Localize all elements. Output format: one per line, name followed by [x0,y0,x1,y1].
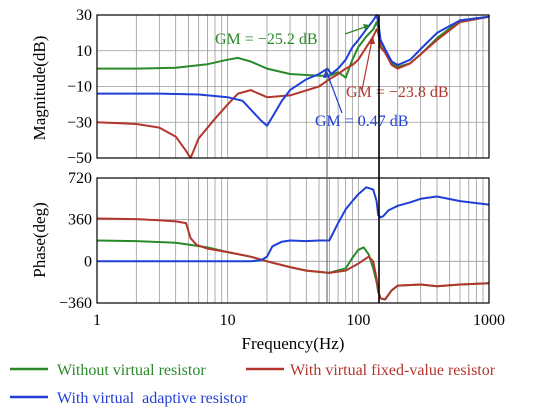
annotation-gm-blue: GM = 0.47 dB [315,113,408,130]
legend-item-fixed: With virtual fixed-value resistor [246,362,496,379]
legend-label-adaptive: With virtual adaptive resistor [57,390,248,407]
x-tick-label: 100 [346,312,370,329]
series-line-2 [97,14,490,127]
phase-frame [96,177,490,304]
legend-item-adaptive: With virtual adaptive resistor [10,390,248,407]
magnitude-series [96,14,490,159]
annotation-gm-green: GM = −25.2 dB [215,31,318,48]
magnitude-ylabel: Magnitude(dB) [30,36,49,141]
marker-lines [326,15,380,303]
frequency-xlabel: Frequency(Hz) [242,334,345,353]
x-tick-label: 1 [93,312,101,329]
y-tick-label: 720 [68,170,92,187]
phase-ylabel: Phase(deg) [30,202,49,278]
phase-panel: 720 360 0 −360 1 10 100 1000 Phase(deg) Freque… [30,170,505,353]
legend: Without virtual resistor With virtual fi… [10,362,496,407]
magnitude-panel: 30 10 −10 −30 −50 Magnitude(dB) GM = −25.2 d… [30,7,490,167]
y-tick-label: −30 [67,114,92,131]
y-tick-label: 0 [84,253,92,270]
y-tick-label: 10 [76,43,92,60]
legend-label-fixed: With virtual fixed-value resistor [290,362,496,379]
magnitude-frame [96,14,490,159]
y-tick-label: −360 [59,295,92,312]
y-tick-label: −10 [67,79,92,96]
legend-label-without: Without virtual resistor [57,362,206,379]
series-line-2 [97,186,490,263]
phase-y-ticks: 720 360 0 −360 [59,170,92,312]
series-line-1 [96,15,490,159]
annotation-gm-red: GM = −23.8 dB [346,84,449,101]
x-tick-label: 1000 [473,312,505,329]
phase-series [96,186,490,301]
series-line-0 [96,239,490,301]
y-tick-label: 360 [68,212,92,229]
magnitude-y-ticks: 30 10 −10 −30 −50 [67,7,92,167]
y-tick-label: 30 [76,7,92,24]
y-tick-label: −50 [67,150,92,167]
phase-x-ticks: 1 10 100 1000 [93,312,505,329]
legend-item-without: Without virtual resistor [10,362,206,379]
x-tick-label: 10 [220,312,236,329]
series-line-1 [96,217,490,301]
